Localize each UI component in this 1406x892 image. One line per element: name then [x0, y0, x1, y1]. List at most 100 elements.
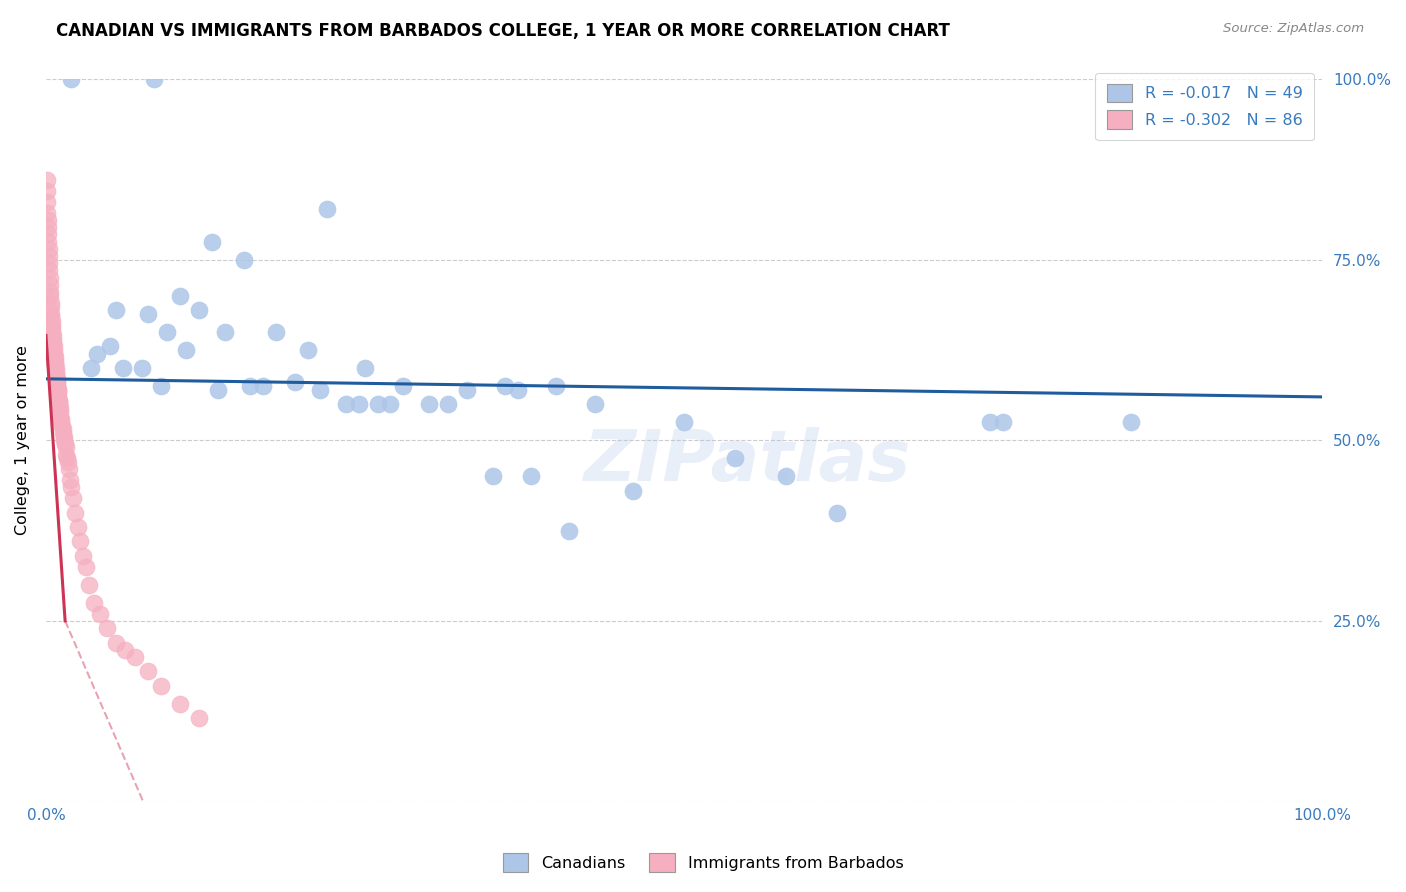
Point [56, 455, 79, 469]
Point [44, 358, 66, 372]
Point [583, 397, 606, 411]
Point [418, 397, 440, 411]
Point [315, 202, 337, 216]
Point [53, 437, 76, 451]
Point [48, 393, 70, 408]
Point [44, 353, 66, 368]
Point [79, 361, 101, 376]
Point [45, 368, 67, 383]
Point [51, 422, 73, 436]
Point [55, 441, 77, 455]
Point [41, 318, 63, 332]
Point [48, 397, 70, 411]
Point [188, 711, 211, 725]
Point [39, 307, 62, 321]
Point [46, 386, 69, 401]
Point [124, 650, 146, 665]
Point [75, 559, 97, 574]
Point [49, 411, 72, 425]
Point [42, 335, 65, 350]
Point [347, 397, 370, 411]
Point [825, 506, 848, 520]
Point [105, 635, 128, 649]
Point [214, 325, 236, 339]
Point [38, 270, 60, 285]
Point [335, 397, 357, 411]
Point [520, 469, 543, 483]
Point [46, 383, 69, 397]
Point [49, 404, 72, 418]
Point [49, 408, 72, 422]
Point [672, 415, 695, 429]
Point [44, 346, 66, 360]
Point [53, 434, 76, 448]
Point [188, 303, 211, 318]
Point [39, 285, 62, 300]
Point [37, 235, 59, 249]
Point [136, 307, 159, 321]
Point [775, 469, 797, 483]
Point [156, 325, 179, 339]
Point [456, 383, 478, 397]
Point [42, 339, 65, 353]
Point [66, 520, 89, 534]
Point [60, 72, 83, 87]
Point [991, 415, 1014, 429]
Point [309, 383, 332, 397]
Text: Source: ZipAtlas.com: Source: ZipAtlas.com [1223, 22, 1364, 36]
Point [46, 390, 69, 404]
Point [38, 256, 60, 270]
Point [105, 303, 128, 318]
Point [41, 325, 63, 339]
Point [46, 376, 69, 390]
Point [207, 383, 229, 397]
Point [42, 328, 65, 343]
Point [136, 665, 159, 679]
Point [52, 425, 75, 440]
Point [60, 480, 83, 494]
Point [284, 376, 307, 390]
Point [149, 679, 172, 693]
Point [79, 578, 101, 592]
Point [45, 368, 67, 383]
Point [38, 263, 60, 277]
Y-axis label: College, 1 year or more: College, 1 year or more [15, 345, 30, 535]
Point [48, 401, 70, 415]
Point [44, 350, 66, 364]
Point [39, 296, 62, 310]
Point [297, 343, 319, 357]
Point [39, 277, 62, 292]
Point [621, 483, 644, 498]
Point [35, 173, 58, 187]
Point [89, 607, 111, 621]
Point [41, 321, 63, 335]
Point [96, 621, 118, 635]
Point [380, 397, 402, 411]
Point [39, 289, 62, 303]
Point [111, 361, 134, 376]
Point [37, 227, 59, 242]
Point [392, 379, 415, 393]
Point [42, 346, 65, 360]
Point [979, 415, 1001, 429]
Point [1119, 415, 1142, 429]
Point [45, 361, 67, 376]
Point [65, 506, 87, 520]
Point [72, 549, 94, 563]
Text: CANADIAN VS IMMIGRANTS FROM BARBADOS COLLEGE, 1 YEAR OR MORE CORRELATION CHART: CANADIAN VS IMMIGRANTS FROM BARBADOS COL… [56, 22, 950, 40]
Point [558, 524, 581, 538]
Point [176, 343, 198, 357]
Point [38, 242, 60, 256]
Point [149, 379, 172, 393]
Point [42, 343, 65, 357]
Point [46, 383, 69, 397]
Point [38, 249, 60, 263]
Legend: R = -0.017   N = 49, R = -0.302   N = 86: R = -0.017 N = 49, R = -0.302 N = 86 [1095, 72, 1313, 140]
Point [62, 491, 84, 505]
Point [169, 289, 191, 303]
Point [37, 213, 59, 227]
Point [59, 473, 82, 487]
Point [252, 379, 274, 393]
Point [481, 469, 503, 483]
Point [44, 358, 66, 372]
